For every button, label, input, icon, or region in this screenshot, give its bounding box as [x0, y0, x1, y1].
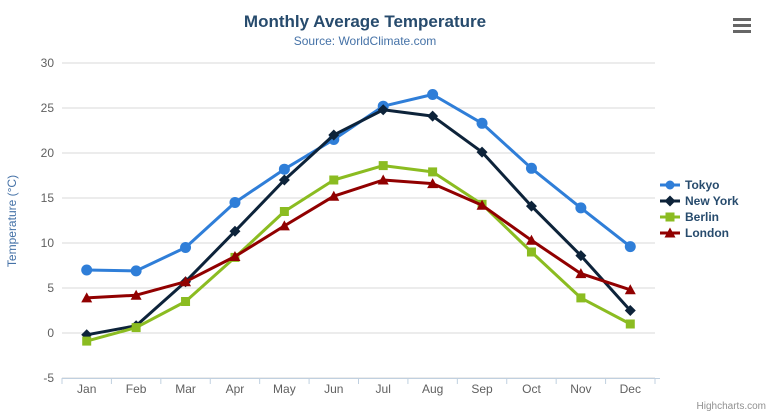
square-legend-icon — [660, 212, 680, 222]
series-container — [81, 89, 636, 346]
marker-tokyo-feb[interactable] — [130, 265, 142, 277]
marker-new-york-oct[interactable] — [525, 200, 537, 212]
x-axis-label-jan: Jan — [77, 382, 96, 396]
marker-new-york-jun[interactable] — [328, 129, 340, 141]
legend-item-new-york[interactable]: New York — [660, 193, 739, 209]
marker-tokyo-apr[interactable] — [229, 197, 241, 208]
series-tokyo[interactable] — [81, 89, 636, 277]
marker-new-york-nov[interactable] — [575, 250, 587, 262]
marker-new-york-dec[interactable] — [624, 305, 636, 316]
x-axis-label-dec: Dec — [620, 382, 641, 396]
series-new-york[interactable] — [81, 104, 636, 341]
marker-london-nov[interactable] — [575, 268, 587, 279]
chart-title: Monthly Average Temperature — [243, 12, 487, 31]
marker-london-dec[interactable] — [624, 284, 636, 295]
marker-tokyo-oct[interactable] — [525, 162, 537, 174]
marker-berlin-may[interactable] — [279, 207, 289, 216]
circle-legend-icon — [660, 180, 680, 190]
marker-london-aug[interactable] — [427, 178, 439, 189]
marker-berlin-feb[interactable] — [131, 323, 141, 333]
series-berlin[interactable] — [82, 161, 635, 346]
marker-london-jan[interactable] — [81, 292, 93, 303]
x-axis-label-aug: Aug — [422, 382, 443, 396]
legend-symbol-marker — [664, 227, 676, 238]
legend-label: London — [685, 226, 729, 240]
marker-new-york-aug[interactable] — [427, 110, 439, 122]
diamond-legend-icon — [660, 195, 680, 207]
y-axis-label--5: -5 — [43, 371, 54, 385]
y-axis-label-30: 30 — [41, 56, 55, 70]
legend-label: Berlin — [685, 210, 720, 224]
marker-berlin-aug[interactable] — [428, 167, 438, 177]
y-axis-label-0: 0 — [47, 326, 54, 340]
marker-london-feb[interactable] — [130, 289, 142, 300]
credits-link[interactable]: Highcharts.com — [696, 401, 766, 412]
marker-new-york-jul[interactable] — [377, 104, 389, 116]
chart-subtitle: Source: WorldClimate.com — [293, 34, 437, 48]
y-axis-label-10: 10 — [41, 236, 55, 250]
x-axis-label-may: May — [273, 382, 296, 396]
x-axis-label-apr: Apr — [226, 382, 245, 396]
marker-new-york-may[interactable] — [278, 174, 290, 186]
marker-berlin-nov[interactable] — [576, 293, 586, 303]
marker-berlin-dec[interactable] — [625, 319, 635, 329]
x-axis-label-jul: Jul — [376, 382, 391, 396]
series-line-berlin — [85, 164, 632, 343]
marker-london-mar[interactable] — [180, 276, 192, 287]
marker-tokyo-dec[interactable] — [624, 241, 636, 253]
legend-symbol-marker — [665, 212, 675, 222]
marker-london-sep[interactable] — [476, 199, 488, 210]
legend: Tokyo New York Berlin London — [660, 177, 739, 241]
marker-berlin-jan[interactable] — [82, 336, 92, 346]
marker-tokyo-sep[interactable] — [476, 117, 488, 129]
y-axis-label-5: 5 — [47, 281, 54, 295]
x-axis-label-nov: Nov — [570, 382, 591, 396]
marker-tokyo-nov[interactable] — [575, 202, 587, 214]
x-axis-labels: Jan Feb Mar Apr May Jun Jul Aug Sep Oct Nov Dec — [77, 382, 641, 396]
series-line-new-york — [85, 108, 632, 337]
legend-item-london[interactable]: London — [660, 225, 739, 241]
marker-tokyo-aug[interactable] — [427, 89, 439, 100]
marker-berlin-mar[interactable] — [181, 297, 191, 306]
x-axis-label-jun: Jun — [324, 382, 343, 396]
context-menu-button[interactable] — [729, 15, 755, 35]
legend-label: Tokyo — [685, 178, 720, 192]
x-axis-label-feb: Feb — [126, 382, 147, 396]
marker-berlin-oct[interactable] — [526, 247, 536, 257]
marker-berlin-jul[interactable] — [378, 161, 388, 171]
axes — [61, 378, 660, 384]
legend-symbol-marker — [664, 195, 676, 207]
legend-item-tokyo[interactable]: Tokyo — [660, 177, 739, 193]
y-axis-label-25: 25 — [41, 101, 55, 115]
series-london[interactable] — [81, 174, 636, 303]
gridlines — [62, 62, 655, 379]
marker-tokyo-may[interactable] — [278, 163, 290, 175]
marker-london-jul[interactable] — [377, 174, 389, 185]
marker-new-york-apr[interactable] — [229, 225, 241, 237]
y-axis-label-20: 20 — [41, 146, 55, 160]
series-line-london — [85, 178, 632, 300]
triangle-legend-icon — [660, 227, 680, 238]
marker-new-york-sep[interactable] — [476, 146, 488, 158]
legend-symbol-marker — [665, 180, 675, 190]
marker-tokyo-mar[interactable] — [180, 242, 192, 253]
legend-label: New York — [685, 194, 739, 208]
marker-london-may[interactable] — [278, 220, 290, 231]
marker-berlin-jun[interactable] — [329, 175, 339, 185]
marker-london-jun[interactable] — [328, 190, 340, 201]
marker-london-oct[interactable] — [525, 234, 537, 245]
x-axis-label-sep: Sep — [471, 382, 493, 396]
x-axis-label-mar: Mar — [175, 382, 196, 396]
legend-item-berlin[interactable]: Berlin — [660, 209, 739, 225]
y-axis-labels: -5 0 5 10 15 20 25 30 — [41, 56, 55, 385]
marker-tokyo-jan[interactable] — [81, 264, 93, 276]
x-axis-label-oct: Oct — [522, 382, 541, 396]
marker-london-apr[interactable] — [229, 251, 241, 261]
y-axis-label-15: 15 — [41, 191, 55, 205]
y-axis-title: Temperature (°C) — [5, 175, 19, 267]
